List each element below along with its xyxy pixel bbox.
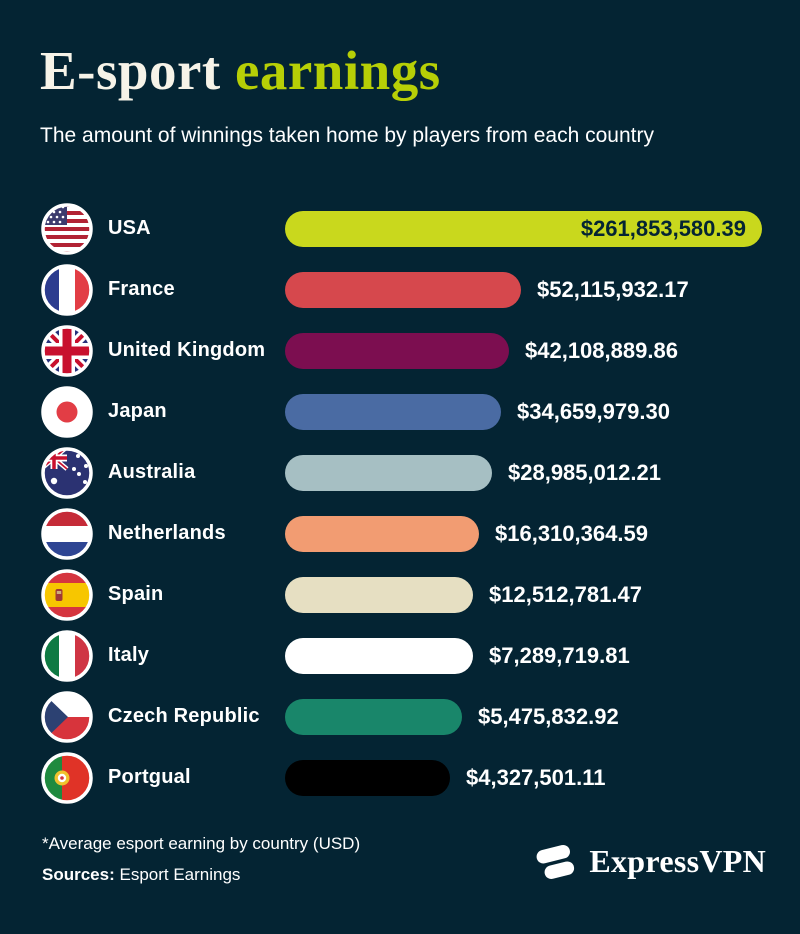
header: E-sport earnings The amount of winnings …	[40, 42, 760, 148]
earnings-value: $12,512,781.47	[489, 581, 642, 607]
earnings-bar	[285, 515, 479, 552]
country-row-spain: Spain $12,512,781.47	[0, 564, 800, 625]
bar-area: $12,512,781.47	[285, 576, 800, 613]
bar-area: $5,475,832.92	[285, 698, 800, 735]
country-row-australia: Australia $28,985,012.21	[0, 442, 800, 503]
spain-flag-icon	[41, 568, 93, 621]
expressvpn-logo: ExpressVPN	[533, 838, 766, 884]
earnings-value: $42,108,889.86	[525, 337, 678, 363]
country-row-japan: Japan $34,659,979.30	[0, 381, 800, 442]
country-row-netherlands: Netherlands $16,310,364.59	[0, 503, 800, 564]
japan-flag-icon	[41, 385, 93, 438]
footer: *Average esport earning by country (USD)…	[42, 834, 766, 885]
earnings-value: $5,475,832.92	[478, 703, 619, 729]
sources-line: Sources: Esport Earnings	[42, 865, 360, 885]
usa-flag-icon	[41, 202, 93, 255]
earnings-value: $7,289,719.81	[489, 642, 630, 668]
bar-area: $4,327,501.11	[285, 759, 800, 796]
bar-area: $261,853,580.39	[285, 210, 800, 247]
country-label: Netherlands	[108, 522, 226, 544]
expressvpn-wordmark: ExpressVPN	[589, 842, 766, 879]
earnings-value: $16,310,364.59	[495, 520, 648, 546]
country-row-usa: USA $261,853,580.39	[0, 198, 800, 259]
portugal-flag-icon	[41, 751, 93, 804]
france-flag-icon	[41, 263, 93, 316]
czech-republic-flag-icon	[41, 690, 93, 743]
country-label: Australia	[108, 461, 196, 483]
earnings-value: $52,115,932.17	[537, 276, 689, 302]
country-label: Portgual	[108, 766, 191, 788]
country-label: Spain	[108, 583, 164, 605]
country-label: Japan	[108, 400, 167, 422]
earnings-bar: $261,853,580.39	[285, 210, 762, 247]
country-label: France	[108, 278, 175, 300]
country-row-france: France $52,115,932.17	[0, 259, 800, 320]
earnings-bar	[285, 698, 462, 735]
subtitle: The amount of winnings taken home by pla…	[40, 123, 654, 147]
earnings-value: $28,985,012.21	[508, 459, 661, 485]
earnings-value: $34,659,979.30	[517, 398, 670, 424]
bar-chart: USA $261,853,580.39 France $52,115,932.17 Un…	[0, 198, 800, 808]
country-label: Czech Republic	[108, 705, 260, 727]
country-row-czech-republic: Czech Republic $5,475,832.92	[0, 686, 800, 747]
earnings-bar	[285, 637, 473, 674]
sources-value: Esport Earnings	[119, 865, 241, 884]
netherlands-flag-icon	[41, 507, 93, 560]
earnings-bar	[285, 332, 509, 369]
sources-label: Sources:	[42, 865, 115, 884]
country-row-united-kingdom: United Kingdom $42,108,889.86	[0, 320, 800, 381]
earnings-bar	[285, 759, 450, 796]
footnote: *Average esport earning by country (USD)	[42, 834, 361, 853]
expressvpn-logo-icon	[533, 838, 579, 884]
earnings-bar	[285, 576, 473, 613]
footer-notes: *Average esport earning by country (USD)…	[42, 834, 360, 885]
bar-area: $28,985,012.21	[285, 454, 800, 491]
bar-area: $7,289,719.81	[285, 637, 800, 674]
page-title: E-sport earnings	[40, 42, 760, 100]
earnings-value: $4,327,501.11	[466, 764, 606, 790]
earnings-value: $261,853,580.39	[580, 215, 746, 241]
country-label: Italy	[108, 644, 150, 666]
bar-area: $16,310,364.59	[285, 515, 800, 552]
italy-flag-icon	[41, 629, 93, 682]
country-row-italy: Italy $7,289,719.81	[0, 625, 800, 686]
earnings-bar	[285, 393, 501, 430]
earnings-bar	[285, 454, 492, 491]
australia-flag-icon	[41, 446, 93, 499]
bar-area: $34,659,979.30	[285, 393, 800, 430]
earnings-bar	[285, 271, 521, 308]
country-label: United Kingdom	[108, 339, 266, 361]
country-row-portugal: Portgual $4,327,501.11	[0, 747, 800, 808]
bar-area: $42,108,889.86	[285, 332, 800, 369]
title-primary: E-sport	[40, 40, 221, 101]
bar-area: $52,115,932.17	[285, 271, 800, 308]
title-accent: earnings	[234, 40, 441, 101]
country-label: USA	[108, 217, 151, 239]
united-kingdom-flag-icon	[41, 324, 93, 377]
